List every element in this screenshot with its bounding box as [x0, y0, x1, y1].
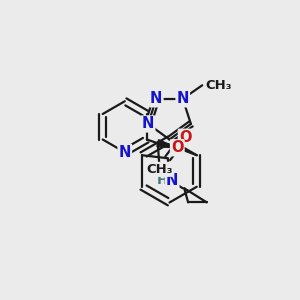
Text: H: H [157, 174, 168, 187]
Text: CH₃: CH₃ [146, 163, 172, 176]
Text: N: N [142, 116, 154, 131]
Text: N: N [118, 145, 131, 160]
Text: O: O [179, 130, 191, 145]
Text: N: N [150, 91, 163, 106]
Text: CH₃: CH₃ [206, 79, 232, 92]
Text: O: O [171, 140, 184, 155]
Polygon shape [157, 140, 177, 148]
Text: N: N [176, 91, 189, 106]
Text: N: N [166, 173, 178, 188]
